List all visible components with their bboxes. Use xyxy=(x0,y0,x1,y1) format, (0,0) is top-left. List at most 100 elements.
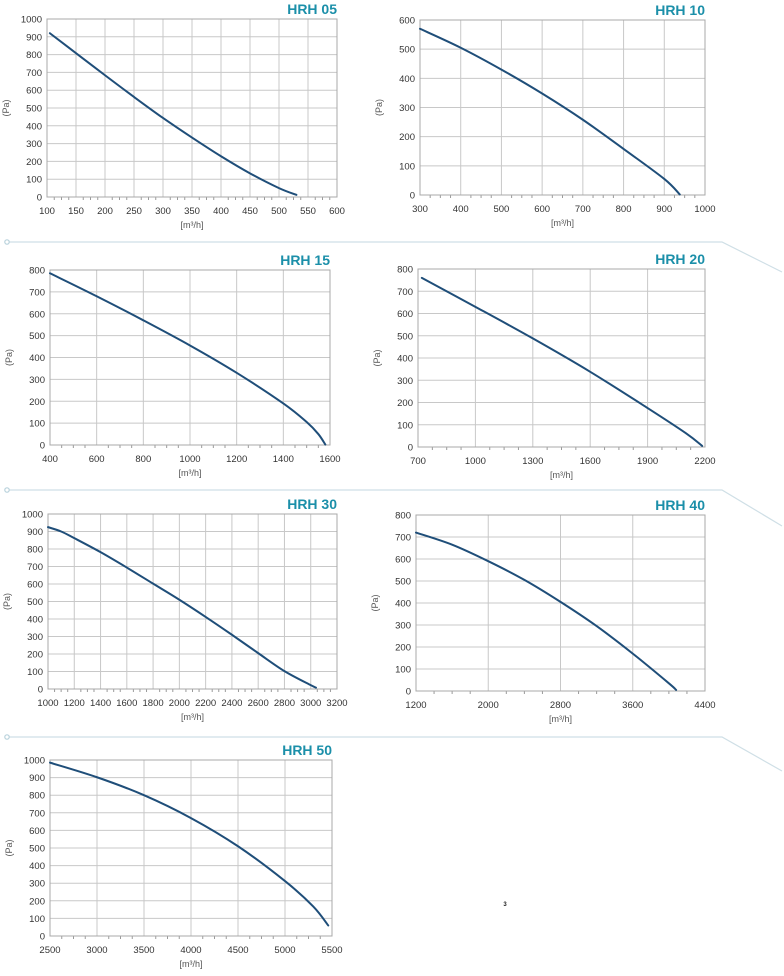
x-axis-label: [m³/h] xyxy=(549,714,572,724)
x-tick-label: 1400 xyxy=(273,454,294,465)
series-line-1 xyxy=(419,27,681,196)
x-tick-label: 4500 xyxy=(227,945,248,956)
x-tick-label: 1200 xyxy=(226,454,247,465)
y-tick-label: 300 xyxy=(397,376,413,387)
x-tick-label: 1600 xyxy=(319,454,340,465)
separator-1 xyxy=(8,241,783,273)
series-line-1 xyxy=(47,526,317,689)
x-tick-label: 350 xyxy=(184,206,200,217)
x-tick-label: 900 xyxy=(656,204,672,215)
y-tick-label: 700 xyxy=(27,562,43,573)
separator-2 xyxy=(8,489,783,527)
y-tick-label: 0 xyxy=(406,687,411,698)
y-tick-label: 300 xyxy=(26,139,42,150)
plot-frame xyxy=(47,513,338,690)
y-tick-label: 0 xyxy=(410,191,415,202)
y-tick-label: 1000 xyxy=(21,15,42,26)
y-tick-label: 300 xyxy=(29,879,45,890)
plot-frame xyxy=(417,268,706,448)
y-tick-label: 300 xyxy=(29,375,45,386)
x-tick-label: 400 xyxy=(42,454,58,465)
y-tick-label: 300 xyxy=(27,632,43,643)
y-tick-label: 0 xyxy=(37,193,42,204)
x-tick-label: 1800 xyxy=(143,698,164,709)
y-tick-label: 100 xyxy=(29,914,45,925)
y-tick-label: 0 xyxy=(40,441,45,452)
x-tick-label: 700 xyxy=(410,456,426,467)
y-tick-label: 200 xyxy=(399,132,415,143)
y-tick-label: 0 xyxy=(38,685,43,696)
x-tick-label: 100 xyxy=(39,206,55,217)
x-tick-label: 1600 xyxy=(116,698,137,709)
x-tick-label: 400 xyxy=(213,206,229,217)
y-axis-label: (Pa) xyxy=(374,99,384,116)
chart-3: 400 600 800 1000 1200 1400 1600 0 100 200 300 400 50… xyxy=(4,252,341,478)
x-axis-label: [m³/h] xyxy=(181,712,204,722)
y-tick-label: 100 xyxy=(29,419,45,430)
x-tick-label: 3000 xyxy=(86,945,107,956)
y-tick-label: 400 xyxy=(26,121,42,132)
chart-2: 300 400 500 600 700 800 900 1000 0 100 200 300 400 50… xyxy=(374,2,716,228)
x-tick-label: 400 xyxy=(453,204,469,215)
y-tick-label: 400 xyxy=(397,354,413,365)
y-tick-label: 600 xyxy=(27,580,43,591)
y-tick-label: 900 xyxy=(29,773,45,784)
chart-1: 100 150 200 250 300 350 400 450 500 550 600 0 100 200… xyxy=(1,1,345,230)
page-number: 3 xyxy=(503,902,507,908)
y-tick-label: 400 xyxy=(399,74,415,85)
y-tick-label: 100 xyxy=(26,175,42,186)
y-tick-label: 200 xyxy=(397,398,413,409)
x-axis-label: [m³/h] xyxy=(179,959,202,969)
x-tick-label: 3500 xyxy=(133,945,154,956)
plot-frame xyxy=(49,269,331,446)
chart-title: HRH 05 xyxy=(287,1,337,17)
x-tick-label: 1200 xyxy=(64,698,85,709)
y-tick-label: 700 xyxy=(29,808,45,819)
y-tick-label: 600 xyxy=(29,826,45,837)
y-tick-label: 100 xyxy=(399,161,415,172)
y-tick-label: 700 xyxy=(397,287,413,298)
chart-7: 2500 3000 3500 4000 4500 5000 5500 0 100 200 300 40… xyxy=(4,742,343,969)
series-line-1 xyxy=(48,32,298,196)
x-tick-label: 1000 xyxy=(37,698,58,709)
chart-title: HRH 20 xyxy=(655,251,705,267)
y-tick-label: 400 xyxy=(29,861,45,872)
x-axis-label: [m³/h] xyxy=(178,468,201,478)
y-tick-label: 500 xyxy=(27,597,43,608)
y-tick-label: 100 xyxy=(397,420,413,431)
series-line-1 xyxy=(49,272,327,446)
x-tick-label: 2500 xyxy=(39,945,60,956)
y-tick-label: 600 xyxy=(26,86,42,97)
x-tick-label: 4000 xyxy=(180,945,201,956)
x-tick-label: 250 xyxy=(126,206,142,217)
x-tick-label: 500 xyxy=(271,206,287,217)
section-separators xyxy=(4,239,783,772)
y-tick-label: 200 xyxy=(26,157,42,168)
chart-title: HRH 40 xyxy=(655,497,705,513)
y-tick-label: 300 xyxy=(395,621,411,632)
y-tick-label: 600 xyxy=(399,16,415,27)
x-tick-label: 800 xyxy=(135,454,151,465)
series-line-1 xyxy=(415,531,678,691)
y-tick-label: 500 xyxy=(395,577,411,588)
x-tick-label: 3000 xyxy=(300,698,321,709)
y-tick-label: 900 xyxy=(27,527,43,538)
series-line-1 xyxy=(49,761,330,927)
separator-3-dot xyxy=(4,734,10,740)
x-tick-label: 600 xyxy=(89,454,105,465)
y-tick-label: 400 xyxy=(29,353,45,364)
y-tick-label: 400 xyxy=(395,599,411,610)
separator-3 xyxy=(8,736,783,772)
x-tick-label: 2000 xyxy=(478,700,499,711)
y-axis-label: (Pa) xyxy=(4,349,14,366)
x-axis-label: [m³/h] xyxy=(551,218,574,228)
chart-5: 1000 1200 1400 1600 1800 2000 2200 2400 2600 2800… xyxy=(2,496,348,722)
chart-title: HRH 30 xyxy=(287,496,337,512)
y-tick-label: 800 xyxy=(26,50,42,61)
y-tick-label: 600 xyxy=(29,309,45,320)
y-tick-label: 600 xyxy=(397,309,413,320)
y-tick-label: 700 xyxy=(395,533,411,544)
y-axis-label: (Pa) xyxy=(370,594,380,611)
y-tick-label: 0 xyxy=(40,932,45,943)
x-axis-label: [m³/h] xyxy=(180,220,203,230)
